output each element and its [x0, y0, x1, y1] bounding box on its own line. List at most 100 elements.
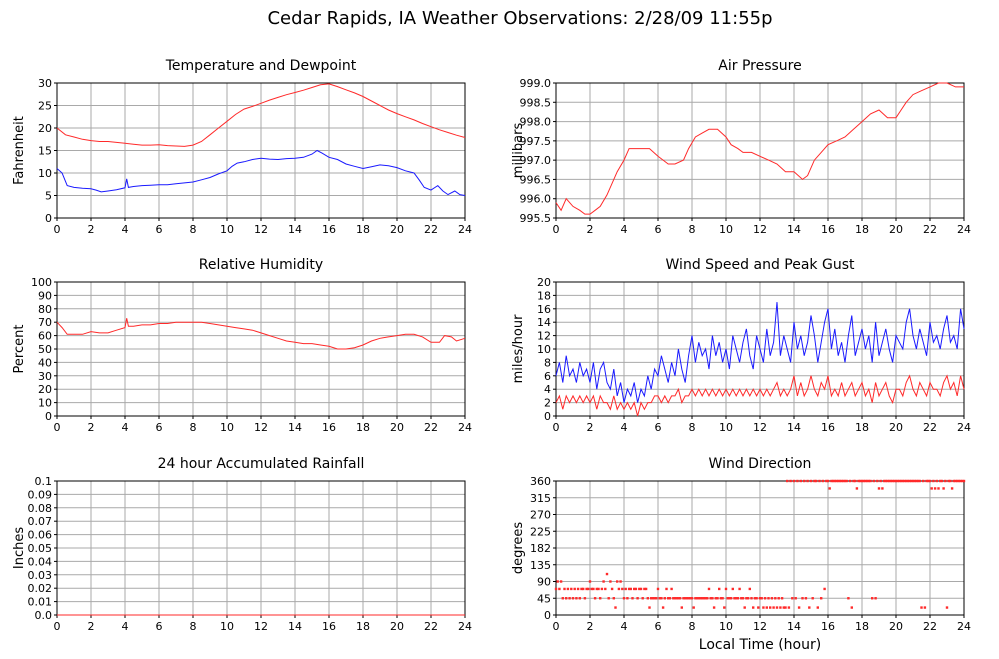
data-point [590, 587, 593, 591]
y-tick-label: 2 [544, 397, 551, 410]
data-point [922, 479, 925, 483]
data-point [830, 479, 833, 483]
data-point [908, 479, 911, 483]
data-point [950, 487, 954, 490]
x-tick-label: 10 [719, 421, 733, 434]
data-point [930, 487, 933, 490]
y-axis-title: Fahrenheit [12, 116, 27, 185]
data-point [641, 597, 644, 600]
y-tick-label: 14 [537, 316, 551, 329]
data-point [678, 597, 682, 600]
x-tick-label: 4 [122, 223, 129, 236]
data-point [748, 587, 751, 591]
chart-title: Wind Speed and Peak Gust [666, 257, 855, 273]
data-point [937, 487, 940, 490]
data-point [962, 479, 966, 483]
x-tick-label: 10 [719, 620, 733, 633]
data-point [811, 597, 814, 600]
data-point [940, 479, 944, 483]
data-point [559, 580, 563, 583]
data-point [944, 479, 947, 483]
x-tick-label: 18 [855, 620, 869, 633]
data-point [952, 479, 955, 483]
data-point [797, 606, 801, 609]
data-point [741, 597, 745, 600]
y-tick-label: 70 [38, 316, 52, 329]
data-point [816, 606, 819, 609]
x-tick-label: 6 [156, 620, 163, 633]
y-tick-label: 315 [530, 492, 551, 505]
y-tick-label: 996.0 [520, 193, 552, 206]
y-tick-label: 0.07 [28, 515, 53, 528]
data-point [726, 597, 729, 600]
data-point [893, 479, 896, 483]
data-point [903, 479, 906, 483]
y-tick-label: 0 [544, 609, 551, 622]
data-point [833, 479, 836, 483]
x-tick-label: 24 [957, 421, 971, 434]
x-tick-label: 14 [787, 620, 801, 633]
data-point [719, 597, 723, 600]
data-point [699, 597, 702, 600]
x-tick-label: 6 [156, 421, 163, 434]
y-tick-label: 0 [45, 410, 52, 423]
y-tick-label: 25 [38, 100, 52, 113]
data-point [718, 587, 721, 591]
data-point [627, 587, 631, 591]
data-point [631, 597, 634, 600]
y-axis-title: degrees [511, 522, 526, 575]
x-tick-label: 8 [190, 620, 197, 633]
data-point [604, 587, 607, 591]
x-tick-label: 20 [390, 620, 404, 633]
data-point [927, 479, 930, 483]
y-tick-label: 0.05 [28, 542, 53, 555]
y-tick-label: 225 [530, 525, 551, 538]
data-point [879, 479, 882, 483]
x-tick-label: 20 [889, 223, 903, 236]
series-line-1 [555, 302, 965, 403]
data-point [592, 587, 595, 591]
y-tick-label: 10 [537, 343, 551, 356]
data-point [840, 479, 843, 483]
data-point [916, 479, 920, 483]
chart-title: 24 hour Accumulated Rainfall [158, 456, 365, 472]
data-point [597, 587, 600, 591]
data-point [633, 587, 636, 591]
y-tick-label: 6 [544, 370, 551, 383]
data-point [558, 587, 561, 591]
data-point [945, 606, 949, 609]
series-line-1 [56, 318, 466, 350]
data-point [794, 597, 797, 600]
data-point [855, 487, 859, 490]
x-tick-label: 22 [424, 620, 438, 633]
x-tick-label: 4 [122, 421, 129, 434]
data-point [835, 479, 838, 483]
x-tick-label: 24 [957, 620, 971, 633]
x-tick-label: 0 [54, 421, 61, 434]
y-tick-label: 10 [38, 397, 52, 410]
data-point [680, 606, 683, 609]
y-tick-label: 0.02 [28, 582, 53, 595]
data-point [818, 479, 821, 483]
data-point [845, 479, 848, 483]
y-tick-label: 50 [38, 343, 52, 356]
chart-title: Relative Humidity [199, 257, 323, 273]
data-point [621, 587, 624, 591]
x-tick-label: 10 [719, 223, 733, 236]
data-point [809, 479, 813, 483]
data-point [570, 587, 573, 591]
data-point [899, 479, 903, 483]
x-tick-label: 20 [390, 421, 404, 434]
page-title: Cedar Rapids, IA Weather Observations: 2… [267, 8, 772, 29]
x-tick-label: 0 [54, 620, 61, 633]
data-point [738, 587, 741, 591]
data-point [956, 479, 959, 483]
data-point [612, 597, 615, 600]
y-tick-label: 998.0 [520, 116, 552, 129]
x-tick-label: 18 [356, 620, 370, 633]
data-point [753, 597, 757, 600]
y-tick-label: 90 [38, 289, 52, 302]
x-tick-label: 12 [753, 421, 767, 434]
